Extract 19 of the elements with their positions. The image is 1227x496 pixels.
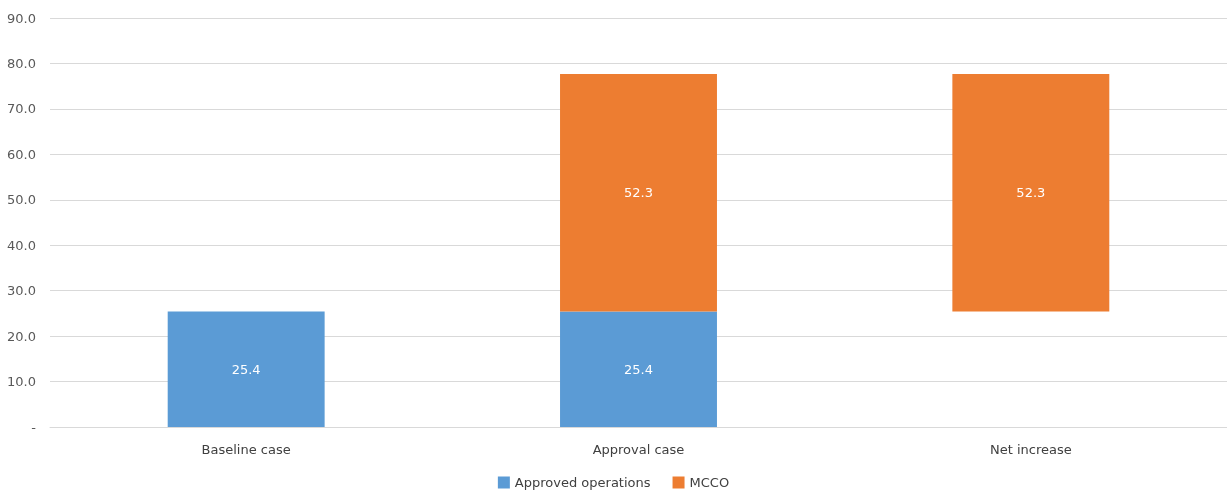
x-tick-label: Net increase [989,442,1072,457]
legend-label: Approved operations [514,475,651,490]
y-tick-label: 40.0 [7,237,36,253]
data-label: 25.4 [231,361,261,377]
data-label: 52.3 [1016,185,1046,201]
y-tick-label: 90.0 [7,10,36,26]
y-tick-label: 80.0 [7,55,36,71]
data-label: 52.3 [624,185,653,201]
y-tick-label: 60.0 [7,146,36,162]
legend-label: MCCO [689,475,730,490]
x-tick-label: Approval case [592,442,685,457]
y-tick-label: 20.0 [7,328,36,344]
x-tick-label: Baseline case [201,442,291,457]
y-tick-label: 30.0 [7,283,36,299]
y-tick-label: - [31,419,37,435]
y-tick-label: 70.0 [7,101,36,117]
y-tick-label: 50.0 [7,192,36,208]
data-label: 25.4 [624,361,653,377]
y-tick-label: 10.0 [7,374,36,390]
